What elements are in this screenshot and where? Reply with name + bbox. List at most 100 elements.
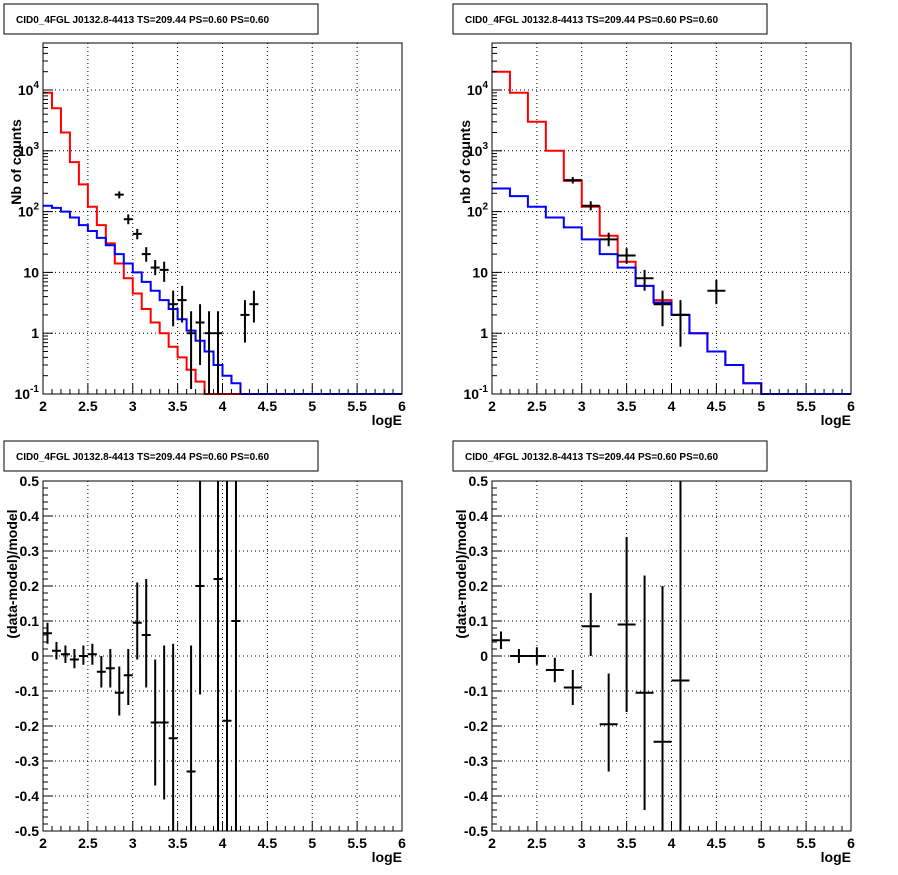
- x-tick-label: 5: [757, 398, 765, 414]
- x-axis-label: logE: [372, 849, 402, 865]
- panel-top-right-counts: CID0_4FGL J0132.8-4413 TS=209.44 PS=0.60…: [452, 3, 855, 428]
- y-tick-label: -0.4: [464, 788, 488, 804]
- data-points: [114, 191, 259, 394]
- data-point: [60, 645, 70, 663]
- data-point: [51, 642, 61, 660]
- y-tick-label: 0.4: [469, 508, 489, 524]
- y-tick-label: 0.2: [469, 578, 489, 594]
- data-point: [213, 311, 223, 394]
- title-box: [452, 440, 768, 472]
- data-point: [231, 481, 241, 831]
- data-point: [141, 247, 151, 262]
- y-tick-label: 0: [31, 648, 39, 664]
- data-point: [545, 657, 564, 683]
- data-point: [186, 311, 196, 390]
- y-tick-exponent: -1: [479, 384, 488, 395]
- data-point: [177, 285, 187, 323]
- data-point: [617, 248, 636, 264]
- x-tick-label: 6: [847, 835, 855, 851]
- data-point: [249, 290, 259, 323]
- x-axis: 2 2.5 3 3.5 4 4.5 5 5.5 6: [488, 384, 855, 414]
- data-point: [599, 673, 618, 772]
- x-tick-label: 2.5: [78, 835, 98, 851]
- data-point: [563, 177, 582, 184]
- y-axis-label: (data-model)/model: [4, 509, 20, 638]
- data-point: [581, 593, 600, 656]
- data-point: [159, 261, 169, 282]
- title-box: [3, 440, 319, 472]
- data-point: [150, 259, 160, 276]
- y-tick-exponent: 2: [482, 202, 488, 213]
- x-tick-label: 4.5: [258, 835, 278, 851]
- x-tick-label: 3: [129, 835, 137, 851]
- x-tick-label: 4: [668, 835, 676, 851]
- data-point: [87, 643, 97, 665]
- data-point: [599, 232, 618, 247]
- y-tick-label: 0.4: [20, 508, 40, 524]
- x-tick-label: 4: [219, 835, 227, 851]
- data-point: [671, 481, 690, 831]
- x-tick-label: 2.5: [527, 835, 547, 851]
- chart-title: CID0_4FGL J0132.8-4413 TS=209.44 PS=0.60…: [16, 15, 269, 26]
- y-tick-label: 0.5: [20, 473, 40, 489]
- y-axis-label: Nb of counts: [8, 119, 24, 205]
- data-point: [581, 201, 600, 211]
- y-tick-label: 10-1: [15, 384, 40, 402]
- data-point: [563, 670, 582, 705]
- y-tick-label: -0.3: [464, 753, 488, 769]
- y-tick-label: 0.5: [469, 473, 489, 489]
- y-axis: -0.5 -0.4 -0.3 -0.2 -0.1 0 0.1 0.2 0.3 0.4 0.5: [15, 473, 53, 839]
- y-tick-label: 10: [23, 264, 39, 280]
- data-point: [671, 300, 690, 347]
- data-point: [114, 666, 124, 716]
- data-point: [159, 645, 169, 800]
- x-tick-label: 2.5: [527, 398, 547, 414]
- data-point: [43, 622, 52, 644]
- x-tick-label: 4: [219, 398, 227, 414]
- data-point: [653, 586, 672, 831]
- x-axis: 2 2.5 3 3.5 4 4.5 5 5.5 6: [488, 821, 855, 851]
- data-point: [204, 311, 214, 394]
- title-box: [452, 3, 768, 35]
- data-point: [213, 481, 223, 831]
- data-point: [105, 649, 115, 688]
- data-point: [168, 290, 178, 327]
- x-tick-label: 2.5: [78, 398, 98, 414]
- data-point: [222, 481, 232, 831]
- y-tick-exponent: 4: [33, 80, 39, 91]
- y-tick-label: 1: [480, 325, 488, 341]
- x-tick-label: 3.5: [168, 835, 188, 851]
- x-axis-label: logE: [821, 412, 851, 428]
- chart-title: CID0_4FGL J0132.8-4413 TS=209.44 PS=0.60…: [465, 452, 718, 463]
- y-axis-label: nb of counts: [457, 120, 473, 204]
- data-point: [240, 300, 250, 343]
- data-point: [509, 649, 528, 663]
- y-axis: -0.5 -0.4 -0.3 -0.2 -0.1 0 0.1 0.2 0.3 0.4 0.5: [464, 473, 502, 839]
- x-tick-label: 3: [578, 398, 586, 414]
- x-tick-label: 4: [668, 398, 676, 414]
- y-tick-label: 10-1: [464, 384, 489, 402]
- chart-title: CID0_4FGL J0132.8-4413 TS=209.44 PS=0.60…: [16, 452, 269, 463]
- panel-bottom-left-residuals: CID0_4FGL J0132.8-4413 TS=209.44 PS=0.60…: [3, 440, 406, 865]
- x-tick-label: 4.5: [258, 398, 278, 414]
- x-axis-label: logE: [821, 849, 851, 865]
- x-tick-label: 2: [488, 398, 496, 414]
- chart-title: CID0_4FGL J0132.8-4413 TS=209.44 PS=0.60…: [465, 15, 718, 26]
- x-tick-label: 2: [39, 835, 47, 851]
- data-point: [707, 279, 726, 305]
- grid: [43, 43, 402, 394]
- x-tick-label: 5.5: [796, 398, 816, 414]
- y-tick-label: -0.5: [15, 823, 39, 839]
- y-tick-label: -0.3: [15, 753, 39, 769]
- x-tick-label: 2: [488, 835, 496, 851]
- data-point: [123, 214, 133, 225]
- x-tick-label: 2: [39, 398, 47, 414]
- x-tick-label: 6: [398, 835, 406, 851]
- data-point: [186, 645, 196, 831]
- data-point: [150, 659, 160, 786]
- x-axis: 2 2.5 3 3.5 4 4.5 5 5.5 6: [39, 384, 406, 414]
- data-point: [492, 631, 510, 649]
